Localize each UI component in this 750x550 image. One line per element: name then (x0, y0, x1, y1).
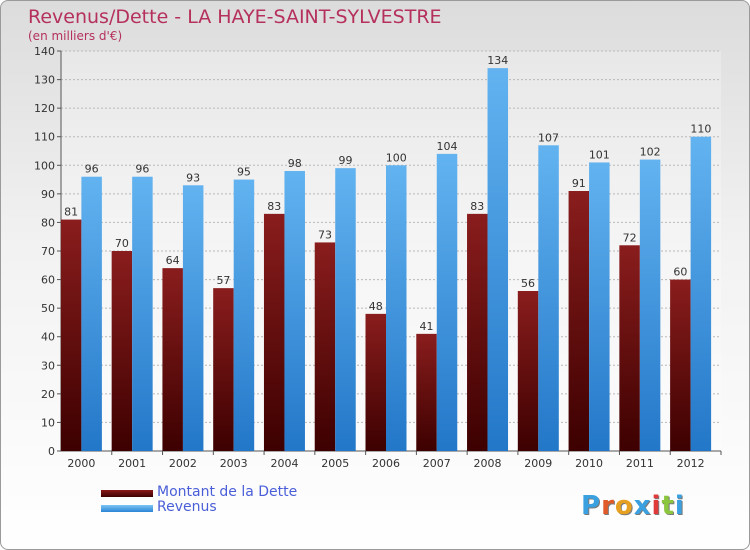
x-tick-label: 2000 (67, 457, 95, 470)
data-label-debt: 60 (673, 266, 687, 279)
bar-debt (162, 268, 183, 451)
x-tick-label: 2006 (372, 457, 400, 470)
data-label-revenue: 99 (338, 154, 352, 167)
bar-revenue (639, 159, 661, 452)
bar-revenue (436, 153, 458, 451)
x-tick-label: 2010 (575, 457, 603, 470)
bar-revenue (589, 162, 610, 451)
bar-revenue (233, 179, 255, 452)
bar-debt (213, 288, 234, 451)
data-label-debt: 70 (115, 237, 129, 250)
bar-debt (467, 213, 488, 451)
logo-letter: i (651, 491, 662, 521)
bar-debt (111, 251, 133, 451)
x-tick-label: 2012 (677, 457, 705, 470)
x-tick-label: 2008 (474, 457, 502, 470)
logo-letter: P (581, 491, 602, 521)
data-labels: 81 96 70 96 64 93 57 95 83 98 73 99 48 100 41 104 83 134 5… (64, 54, 711, 333)
data-label-revenue: 95 (237, 166, 251, 179)
y-tick-label: 120 (34, 102, 55, 115)
data-label-debt: 64 (166, 254, 180, 267)
bar-debt (365, 313, 386, 451)
data-label-revenue: 98 (288, 157, 302, 170)
x-tick-label: 2001 (118, 457, 146, 470)
logo-letter: o (614, 491, 634, 521)
x-tick-label: 2002 (169, 457, 197, 470)
y-tick-label: 0 (48, 445, 55, 458)
data-label-revenue: 110 (690, 123, 711, 136)
x-tick-label: 2007 (423, 457, 451, 470)
proxiti-logo: Proxiti (581, 491, 685, 521)
bar-revenue (487, 68, 509, 452)
y-tick-label: 90 (41, 188, 55, 201)
data-label-debt: 81 (64, 206, 78, 219)
data-label-revenue: 100 (386, 151, 407, 164)
data-label-debt: 91 (572, 177, 586, 190)
bar-revenue (182, 185, 204, 452)
x-tick-label: 2005 (321, 457, 349, 470)
bar-revenue (335, 168, 356, 451)
x-tick-label: 2004 (270, 457, 298, 470)
data-label-debt: 83 (470, 200, 484, 213)
x-tick-label: 2003 (220, 457, 248, 470)
y-tick-label: 50 (41, 302, 55, 315)
legend-swatch-debt (101, 490, 153, 497)
data-label-revenue: 101 (589, 148, 610, 161)
logo-letter: x (633, 491, 652, 521)
y-tick-label: 20 (41, 388, 55, 401)
bar-debt (314, 242, 336, 451)
bar-debt (568, 191, 590, 451)
bar-debt (517, 291, 539, 451)
data-label-debt: 83 (267, 200, 281, 213)
chart-subtitle: (en milliers d'€) (28, 29, 123, 43)
data-label-revenue: 96 (85, 163, 99, 176)
y-tick-label: 70 (41, 245, 55, 258)
x-tick-label: 2011 (626, 457, 654, 470)
data-label-debt: 72 (623, 231, 637, 244)
chart-title: Revenus/Dette - LA HAYE-SAINT-SYLVESTRE (28, 6, 442, 28)
y-tick-label: 60 (41, 274, 55, 287)
legend-label-debt: Montant de la Dette (157, 484, 298, 500)
data-label-revenue: 96 (135, 163, 149, 176)
y-tick-label: 80 (41, 216, 55, 229)
x-tick-label: 2009 (524, 457, 552, 470)
data-label-debt: 73 (318, 228, 332, 241)
legend-swatch-revenue (101, 505, 153, 512)
data-label-debt: 56 (521, 277, 535, 290)
y-tick-label: 30 (41, 359, 55, 372)
data-label-revenue: 104 (437, 140, 458, 153)
legend-label-revenue: Revenus (157, 499, 217, 515)
bar-revenue (132, 176, 153, 451)
bars (60, 68, 712, 452)
bar-debt (263, 213, 285, 451)
y-tick-label: 100 (34, 159, 55, 172)
data-label-revenue: 134 (487, 54, 508, 67)
bar-debt (60, 219, 82, 451)
y-tick-label: 140 (34, 45, 55, 58)
y-tick-label: 130 (34, 74, 55, 87)
logo-letter: r (601, 491, 615, 521)
data-label-debt: 48 (369, 300, 383, 313)
data-label-revenue: 93 (186, 171, 200, 184)
logo-letter: i (674, 491, 685, 521)
y-tick-label: 110 (34, 131, 55, 144)
bar-revenue (690, 136, 712, 451)
data-label-debt: 41 (420, 320, 434, 333)
data-label-revenue: 102 (640, 146, 661, 159)
data-label-revenue: 107 (538, 131, 559, 144)
bar-debt (619, 245, 640, 451)
bar-debt (670, 279, 691, 451)
bar-revenue (538, 145, 559, 452)
bar-debt (416, 333, 437, 451)
bar-revenue (81, 176, 102, 451)
logo-letter: t (661, 491, 675, 521)
y-tick-label: 40 (41, 331, 55, 344)
bar-revenue (284, 171, 305, 451)
y-tick-label: 10 (41, 416, 55, 429)
bar-revenue (386, 165, 407, 452)
data-label-debt: 57 (216, 274, 230, 287)
